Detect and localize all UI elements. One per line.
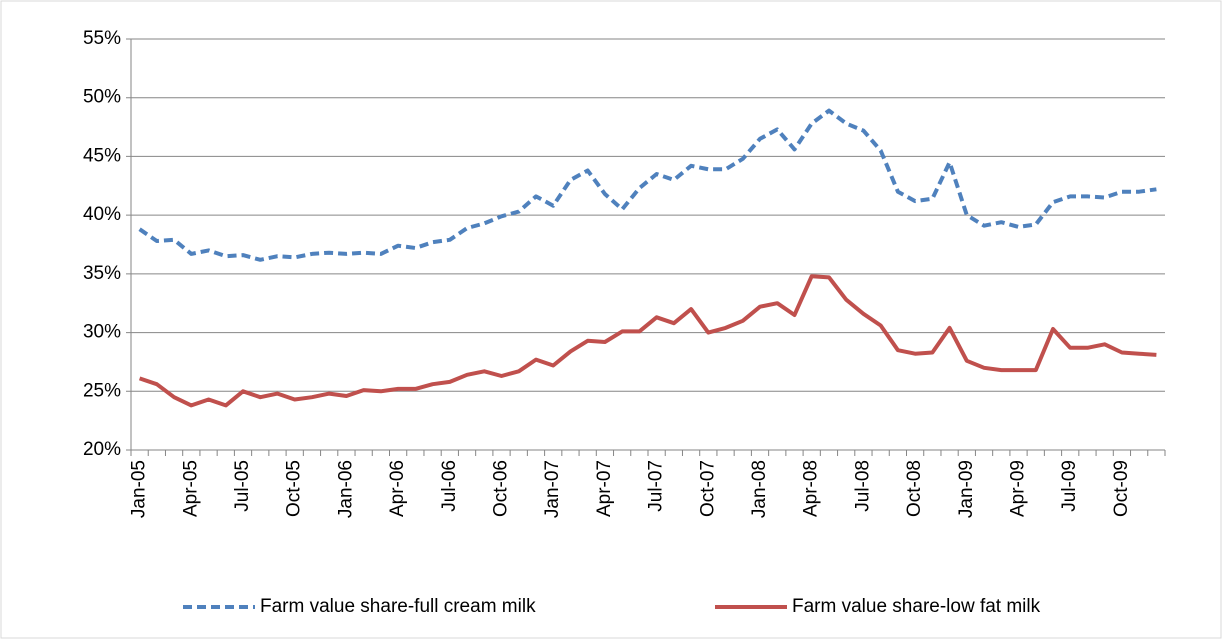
- x-tick-label: Jul-08: [852, 460, 873, 512]
- y-tick-label: 40%: [83, 204, 121, 225]
- x-tick-label: Jan-08: [749, 460, 770, 518]
- x-tick-label: Apr-05: [180, 460, 201, 517]
- x-tick-label: Oct-09: [1111, 460, 1132, 517]
- x-tick-label: Oct-06: [491, 460, 512, 517]
- x-tick-label: Oct-07: [697, 460, 718, 517]
- x-tick-label: Apr-08: [801, 460, 822, 517]
- y-tick-label: 25%: [83, 380, 121, 401]
- x-tick-label: Jan-09: [956, 460, 977, 518]
- x-tick-label: Oct-05: [284, 460, 305, 517]
- x-tick-label: Jan-05: [129, 460, 150, 518]
- x-tick-label: Jan-07: [542, 460, 563, 518]
- x-tick-label: Apr-09: [1008, 460, 1029, 517]
- x-tick-label: Jul-06: [439, 460, 460, 512]
- series-line: [138, 108, 1157, 262]
- x-tick-label: Jul-09: [1059, 460, 1080, 512]
- y-tick-label: 35%: [83, 263, 121, 284]
- y-tick-label: 20%: [83, 439, 121, 460]
- y-tick-label: 50%: [83, 87, 121, 108]
- x-tick-label: Jul-05: [232, 460, 253, 512]
- legend-label: Farm value share-full cream milk: [260, 596, 536, 617]
- x-tick-label: Jan-06: [335, 460, 356, 518]
- legend-label: Farm value share-low fat milk: [792, 596, 1041, 617]
- x-tick-label: Oct-08: [904, 460, 925, 517]
- series-line: [138, 274, 1157, 408]
- x-tick-label: Apr-07: [594, 460, 615, 517]
- x-tick-label: Jul-07: [646, 460, 667, 512]
- y-tick-label: 55%: [83, 28, 121, 49]
- x-tick-label: Apr-06: [387, 460, 408, 517]
- y-tick-label: 30%: [83, 322, 121, 343]
- y-tick-label: 45%: [83, 145, 121, 166]
